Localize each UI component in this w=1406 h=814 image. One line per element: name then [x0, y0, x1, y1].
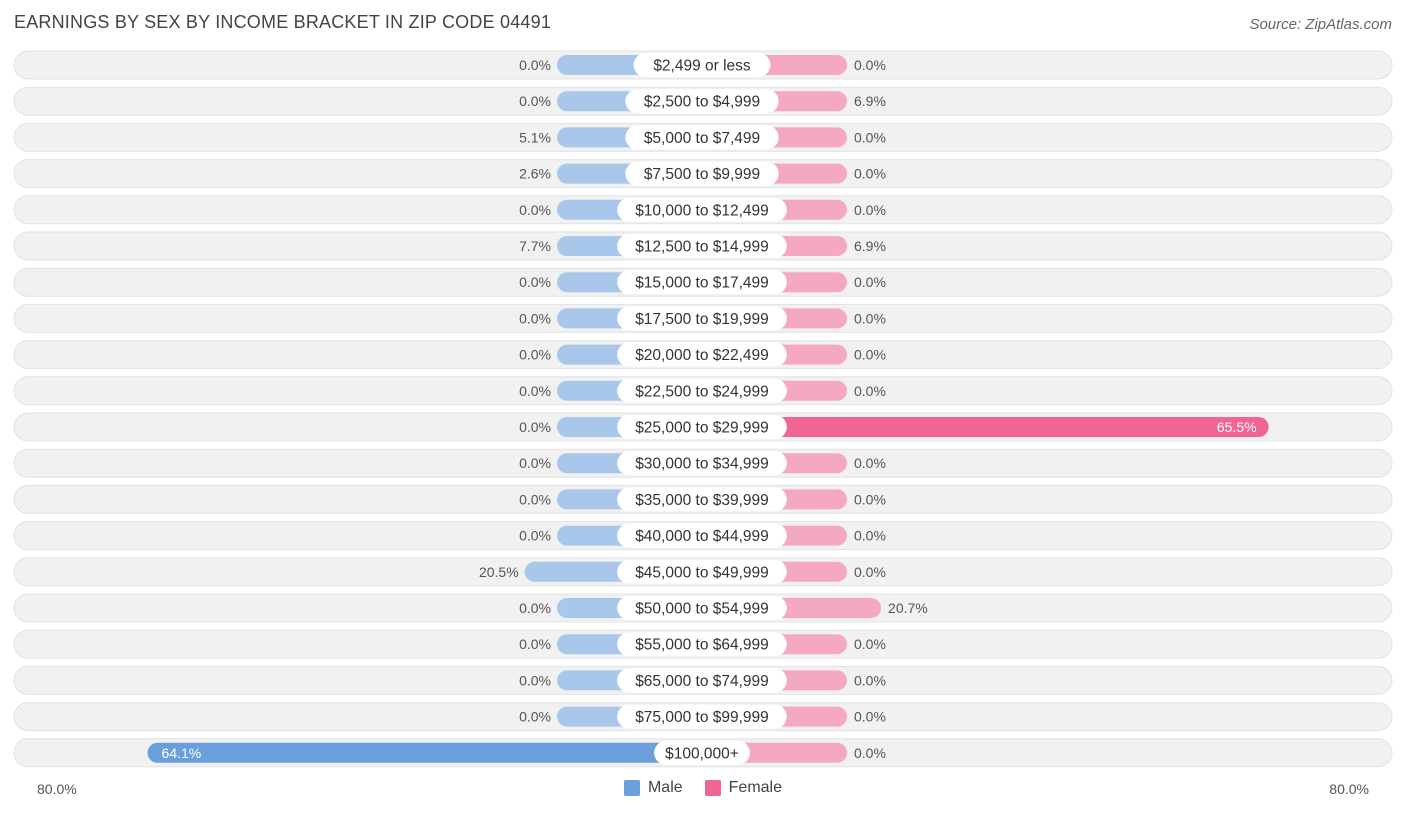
legend-label-female: Female: [728, 779, 783, 796]
category-label: $10,000 to $12,499: [635, 202, 769, 219]
male-value-label: 0.0%: [519, 455, 551, 471]
category-label: $2,500 to $4,999: [644, 94, 760, 111]
female-value-label: 0.0%: [854, 672, 886, 688]
male-value-label: 0.0%: [519, 709, 551, 725]
category-label: $55,000 to $64,999: [635, 637, 769, 654]
male-value-label: 2.6%: [519, 166, 551, 182]
category-pill: [625, 89, 779, 114]
legend-label-male: Male: [647, 779, 683, 796]
male-value-label: 20.5%: [479, 564, 519, 580]
female-value-label: 0.0%: [854, 528, 886, 544]
category-pill: [617, 415, 787, 439]
male-value-label: 0.0%: [519, 636, 551, 652]
male-value-label: 5.1%: [519, 129, 551, 145]
female-value-label: 0.0%: [854, 709, 886, 725]
category-pill: [617, 596, 787, 620]
category-label: $25,000 to $29,999: [635, 420, 769, 437]
female-value-label: 0.0%: [854, 383, 886, 399]
legend-swatch-female: [704, 780, 721, 796]
male-value-label: 0.0%: [519, 347, 551, 363]
male-value-label: 0.0%: [519, 600, 551, 616]
category-pill: [617, 559, 787, 584]
male-value-label: 0.0%: [519, 419, 551, 435]
female-value-label: 0.0%: [854, 745, 886, 761]
category-pill: [617, 451, 787, 476]
category-label: $65,000 to $74,999: [635, 673, 769, 690]
female-value-label: 0.0%: [854, 491, 886, 507]
female-value-label: 65.5%: [1217, 419, 1257, 435]
category-pill: [617, 668, 787, 693]
axis-right-label: 80.0%: [1329, 781, 1369, 797]
category-pill: [617, 270, 787, 295]
category-pill: [617, 487, 787, 512]
category-pill: [633, 53, 771, 77]
category-label: $22,500 to $24,999: [635, 383, 769, 400]
category-pill: [617, 378, 787, 403]
category-pill: [617, 342, 787, 367]
chart-canvas: $2,499 or less 0.0% 0.0% $2,500 to $4,999 0.…: [13, 50, 1393, 768]
category-label: $40,000 to $44,999: [635, 528, 769, 545]
female-value-label: 20.7%: [888, 600, 928, 616]
legend-item-male: Male: [623, 779, 683, 797]
category-label: $50,000 to $54,999: [635, 601, 769, 618]
category-label: $5,000 to $7,499: [644, 130, 760, 147]
category-label: $12,500 to $14,999: [635, 239, 769, 256]
category-pill: [617, 523, 787, 548]
category-label: $100,000+: [665, 745, 739, 762]
male-bar: [147, 742, 702, 763]
category-label: $75,000 to $99,999: [635, 709, 769, 726]
female-value-label: 0.0%: [854, 274, 886, 290]
category-pill: [617, 632, 787, 657]
male-value-label: 0.0%: [519, 491, 551, 507]
category-label: $45,000 to $49,999: [635, 564, 769, 581]
source-label: Source: ZipAtlas.com: [1249, 16, 1392, 33]
male-value-label: 0.0%: [519, 672, 551, 688]
legend: Male Female: [0, 779, 1406, 797]
male-value-label: 0.0%: [519, 93, 551, 109]
female-value-label: 0.0%: [854, 455, 886, 471]
category-label: $35,000 to $39,999: [635, 492, 769, 509]
category-label: $30,000 to $34,999: [635, 456, 769, 473]
female-value-label: 6.9%: [854, 93, 886, 109]
category-pill: [617, 306, 787, 331]
category-label: $15,000 to $17,499: [635, 275, 769, 292]
category-pill: [617, 704, 787, 729]
category-label: $7,500 to $9,999: [644, 166, 760, 183]
female-value-label: 0.0%: [854, 57, 886, 73]
female-value-label: 0.0%: [854, 202, 886, 218]
female-value-label: 0.0%: [854, 636, 886, 652]
male-value-label: 0.0%: [519, 57, 551, 73]
female-value-label: 6.9%: [854, 238, 886, 254]
category-pill: [654, 740, 750, 765]
category-label: $17,500 to $19,999: [635, 311, 769, 328]
male-value-label: 0.0%: [519, 383, 551, 399]
chart-title: EARNINGS BY SEX BY INCOME BRACKET IN ZIP…: [14, 12, 552, 32]
category-label: $2,499 or less: [653, 58, 751, 75]
female-value-label: 0.0%: [854, 166, 886, 182]
female-value-label: 0.0%: [854, 129, 886, 145]
male-value-label: 0.0%: [519, 528, 551, 544]
male-value-label: 7.7%: [519, 238, 551, 254]
male-value-label: 0.0%: [519, 310, 551, 326]
legend-item-female: Female: [704, 779, 783, 797]
male-value-label: 0.0%: [519, 202, 551, 218]
category-label: $20,000 to $22,499: [635, 347, 769, 364]
category-pill: [617, 197, 787, 222]
female-bar: [702, 417, 1269, 437]
male-value-label: 64.1%: [162, 745, 202, 761]
category-pill: [617, 234, 787, 258]
female-value-label: 0.0%: [854, 347, 886, 363]
axis-left-label: 80.0%: [37, 781, 77, 797]
male-value-label: 0.0%: [519, 274, 551, 290]
category-pill: [625, 125, 779, 150]
category-pill: [625, 161, 779, 186]
legend-swatch-male: [623, 780, 640, 796]
female-value-label: 0.0%: [854, 310, 886, 326]
female-value-label: 0.0%: [854, 564, 886, 580]
